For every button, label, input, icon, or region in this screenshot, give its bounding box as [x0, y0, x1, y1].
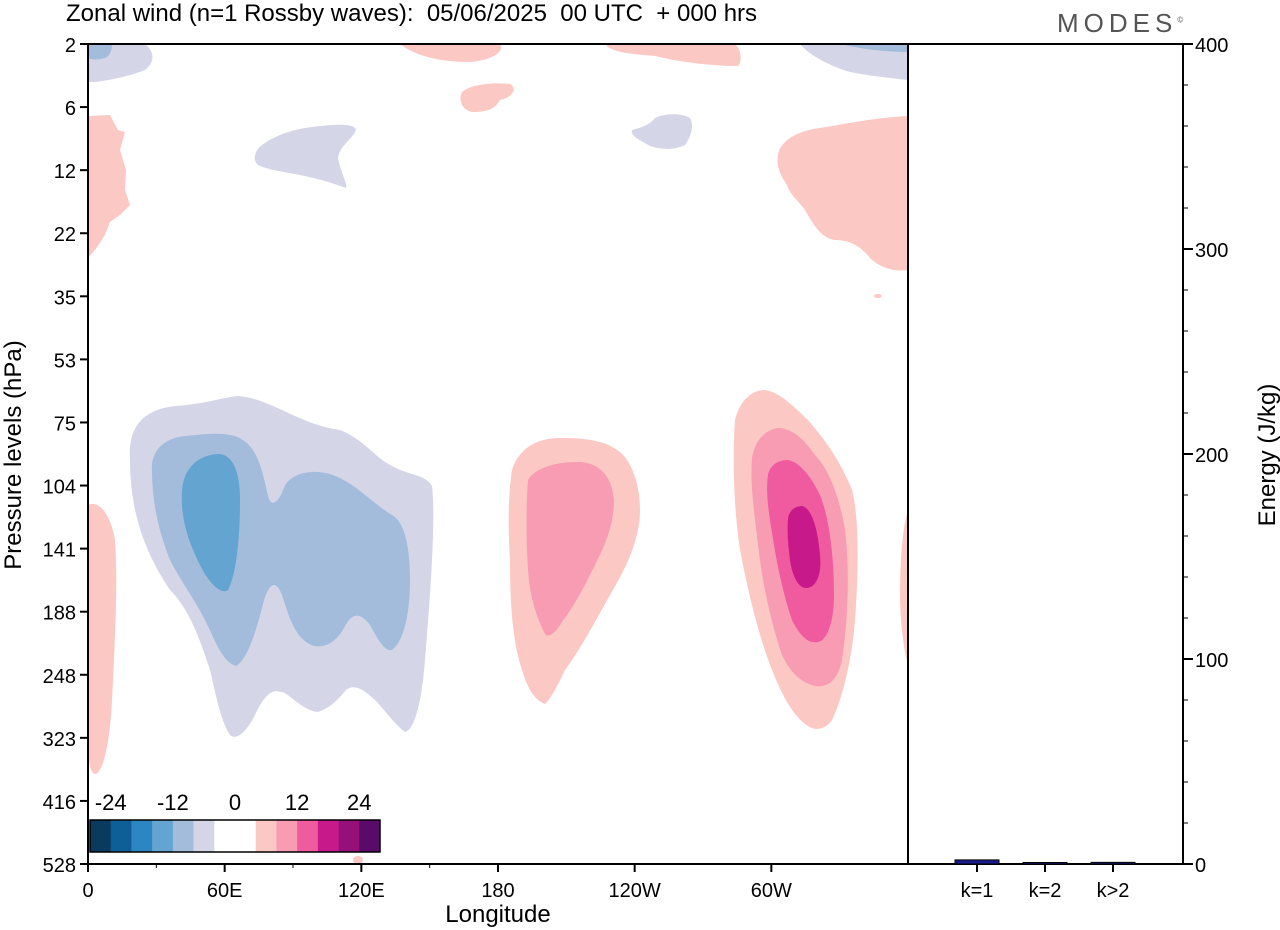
colorbar-swatch: [172, 820, 194, 852]
y-axis-title: Pressure levels (hPa): [0, 340, 27, 569]
contour-pos-top2: [605, 44, 741, 66]
colorbar-tick-label: -12: [157, 790, 189, 815]
colorbar-swatch: [110, 820, 132, 852]
colorbar-tick-label: -24: [95, 790, 127, 815]
logo-mark: ©: [1177, 15, 1184, 25]
x-axis-title: Longitude: [445, 901, 550, 928]
colorbar-swatch: [90, 820, 112, 852]
contour-pos0-lower: [88, 503, 117, 775]
colorbar-tick-label: 12: [285, 790, 309, 815]
contour-neg-top2: [800, 44, 908, 80]
contour-pos180-level2: [526, 462, 614, 636]
colorbar-swatch: [276, 820, 298, 852]
y-tick-label: 416: [43, 792, 76, 814]
contour-pos-top1: [400, 44, 502, 62]
x-tick-label: 0: [82, 880, 93, 902]
x-tick-label: 60E: [207, 880, 243, 902]
colorbar-tick-label: 0: [229, 790, 241, 815]
x-tick-label: 180: [481, 880, 514, 902]
x-tick-label: 120W: [609, 880, 661, 902]
contour-dot-1: [874, 294, 882, 298]
contour-pos60w-level4: [787, 506, 821, 588]
y-tick-label: 323: [43, 729, 76, 751]
energy-bars: k=1 k=2 k>2: [954, 859, 1136, 902]
energy-tick-label: 400: [1195, 35, 1228, 57]
colorbar-swatch: [193, 820, 215, 852]
y-tick-label: 35: [54, 287, 76, 309]
contour-pos-top3: [460, 83, 514, 112]
energy-tick-label: 0: [1195, 855, 1206, 877]
contour-fills: [88, 44, 908, 864]
colorbar: -24 -12 0 12 24: [89, 790, 381, 853]
x-tick-label: 120E: [338, 880, 385, 902]
y-tick-label: 2: [65, 35, 76, 57]
y-tick-label: 75: [54, 413, 76, 435]
contour-neg-top2-core: [840, 44, 908, 52]
energy-bar: [954, 859, 1000, 865]
contour-dot-2: [353, 856, 363, 864]
colorbar-swatch: [297, 820, 319, 852]
chart-title: Zonal wind (n=1 Rossby waves): 05/06/202…: [66, 0, 758, 27]
contour-neg-mid2: [631, 114, 693, 149]
longitude-axis: 0 60E 120E 180 120W 60W: [82, 864, 792, 902]
energy-axis: 0 100 200 300 400: [1183, 35, 1228, 877]
energy-tick-label: 300: [1195, 240, 1228, 262]
energy-axis-title: Energy (J/kg): [1254, 384, 1280, 527]
y-tick-label: 22: [54, 224, 76, 246]
energy-tick-label: 100: [1195, 650, 1228, 672]
x-tick-label: 60W: [751, 880, 792, 902]
colorbar-swatch: [235, 820, 257, 852]
y-tick-label: 6: [65, 98, 76, 120]
energy-bar: [1090, 861, 1136, 865]
pressure-axis: 2 6 12 22 35 53 75 104 141 188 248 323 416 528: [43, 35, 88, 877]
contour-pos0-upper: [88, 115, 130, 258]
modes-logo: MODES©: [1057, 8, 1183, 39]
colorbar-swatch: [255, 820, 277, 852]
colorbar-swatch: [131, 820, 153, 852]
logo-text: MODES: [1057, 8, 1178, 38]
energy-category-label: k=2: [1029, 880, 1062, 902]
contour-neg-top1-core: [88, 44, 112, 60]
energy-category-label: k>2: [1097, 880, 1130, 902]
y-tick-label: 141: [43, 540, 76, 562]
y-tick-label: 104: [43, 477, 76, 499]
colorbar-swatch: [317, 820, 339, 852]
colorbar-swatch: [359, 820, 381, 852]
contour-pos60w-upper: [777, 116, 908, 271]
contour-neg-mid1: [254, 124, 356, 188]
energy-category-label: k=1: [961, 880, 994, 902]
y-tick-label: 188: [43, 603, 76, 625]
energy-plot-frame: [907, 43, 1184, 865]
contour-neg-level3: [181, 454, 240, 592]
colorbar-swatch: [338, 820, 360, 852]
energy-tick-label: 200: [1195, 445, 1228, 467]
colorbar-frame: [89, 819, 381, 853]
contour-pos-right-edge: [900, 510, 908, 665]
colorbar-swatch: [152, 820, 174, 852]
colorbar-swatch: [214, 820, 236, 852]
y-tick-label: 53: [54, 350, 76, 372]
colorbar-tick-label: 24: [347, 790, 371, 815]
energy-bar: [1022, 862, 1068, 865]
y-tick-label: 12: [54, 161, 76, 183]
y-tick-label: 528: [43, 855, 76, 877]
y-tick-label: 248: [43, 666, 76, 688]
